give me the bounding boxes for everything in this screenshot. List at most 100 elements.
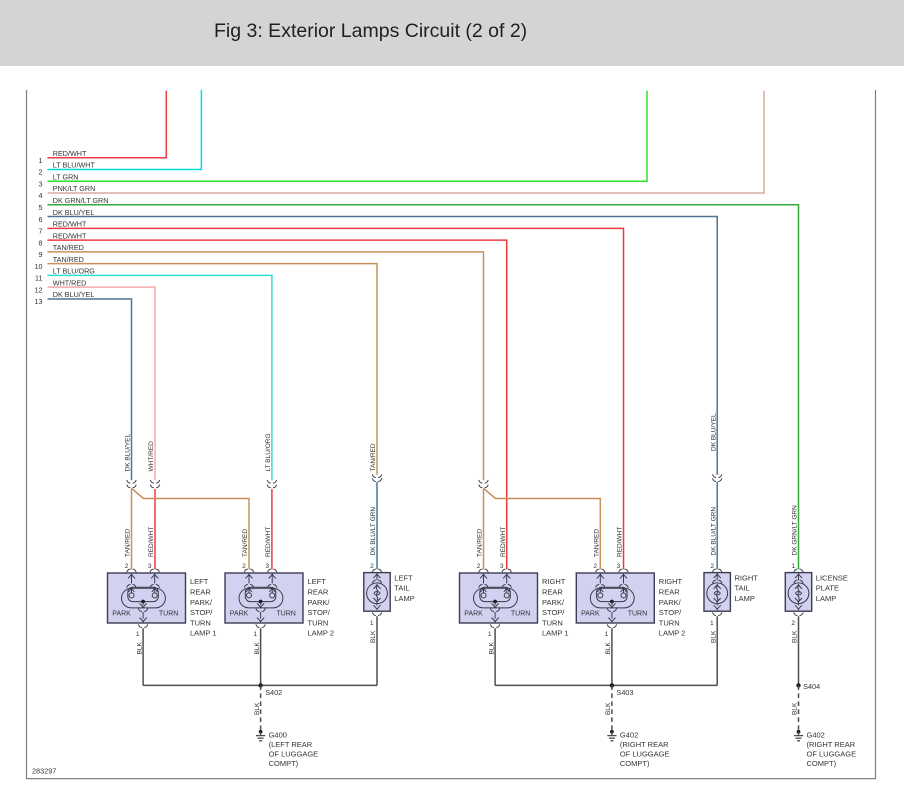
svg-text:RED/WHT: RED/WHT: [148, 527, 155, 557]
svg-text:BLK: BLK: [254, 702, 261, 715]
svg-text:PARK: PARK: [230, 611, 249, 618]
svg-text:1: 1: [253, 631, 257, 638]
svg-text:PARK/: PARK/: [542, 598, 565, 607]
svg-text:REAR: REAR: [542, 588, 563, 597]
svg-text:S403: S403: [617, 688, 634, 697]
svg-text:2: 2: [125, 563, 129, 570]
svg-text:TURN: TURN: [308, 618, 329, 627]
svg-text:TAN/RED: TAN/RED: [53, 255, 84, 264]
svg-text:LAMP 2: LAMP 2: [308, 629, 335, 638]
svg-text:2: 2: [477, 563, 481, 570]
svg-text:1: 1: [792, 563, 796, 570]
svg-text:BLK: BLK: [792, 702, 799, 715]
svg-text:LT BLU/WHT: LT BLU/WHT: [53, 161, 96, 170]
svg-text:LAMP 1: LAMP 1: [190, 629, 217, 638]
svg-text:2: 2: [242, 563, 246, 570]
svg-text:RIGHT: RIGHT: [542, 577, 566, 586]
svg-text:G402: G402: [807, 730, 825, 739]
svg-text:TAIL: TAIL: [735, 584, 750, 593]
svg-text:STOP/: STOP/: [659, 608, 682, 617]
svg-text:RED/WHT: RED/WHT: [617, 527, 624, 557]
svg-text:8: 8: [39, 238, 43, 247]
svg-text:DK GRN/LT GRN: DK GRN/LT GRN: [53, 196, 109, 205]
svg-text:LEFT: LEFT: [394, 573, 413, 582]
svg-text:BLK: BLK: [792, 630, 799, 643]
svg-text:BLK: BLK: [136, 642, 143, 655]
svg-text:1: 1: [39, 156, 43, 165]
svg-text:TURN: TURN: [190, 618, 211, 627]
svg-text:PARK/: PARK/: [190, 598, 213, 607]
svg-text:3: 3: [39, 179, 43, 188]
svg-text:BLK: BLK: [605, 642, 612, 655]
svg-text:WHT/RED: WHT/RED: [148, 441, 155, 472]
svg-text:COMPT): COMPT): [807, 759, 837, 768]
svg-text:LAMP 1: LAMP 1: [542, 629, 569, 638]
svg-text:RIGHT: RIGHT: [659, 577, 683, 586]
svg-text:3: 3: [617, 563, 621, 570]
svg-text:BLK: BLK: [710, 630, 717, 643]
svg-text:DK GRN/LT GRN: DK GRN/LT GRN: [792, 505, 799, 556]
svg-text:LT BLU/ORG: LT BLU/ORG: [265, 433, 272, 471]
svg-text:(RIGHT REAR: (RIGHT REAR: [807, 740, 856, 749]
svg-text:PARK: PARK: [581, 611, 600, 618]
svg-text:11: 11: [35, 274, 42, 283]
svg-text:STOP/: STOP/: [308, 608, 331, 617]
svg-text:1: 1: [136, 631, 140, 638]
svg-text:TURN: TURN: [659, 618, 680, 627]
svg-text:TURN: TURN: [628, 611, 647, 618]
svg-text:BLK: BLK: [254, 642, 261, 655]
svg-text:12: 12: [35, 285, 43, 294]
svg-text:PNK/LT GRN: PNK/LT GRN: [53, 184, 95, 193]
svg-text:2: 2: [370, 563, 374, 570]
svg-text:RED/WHT: RED/WHT: [53, 231, 87, 240]
svg-text:REAR: REAR: [659, 588, 680, 597]
svg-text:OF LUGGAGE: OF LUGGAGE: [620, 750, 670, 759]
svg-text:DK BLU/YEL: DK BLU/YEL: [710, 413, 717, 451]
svg-text:RED/WHT: RED/WHT: [53, 149, 87, 158]
svg-text:TAN/RED: TAN/RED: [477, 529, 484, 557]
svg-text:TAN/RED: TAN/RED: [125, 529, 132, 557]
svg-text:LT BLU/ORG: LT BLU/ORG: [53, 267, 95, 276]
svg-text:S402: S402: [265, 688, 282, 697]
svg-text:(LEFT REAR: (LEFT REAR: [269, 740, 313, 749]
svg-text:DK BLU/LT GRN: DK BLU/LT GRN: [710, 507, 717, 556]
svg-text:PARK/: PARK/: [308, 598, 331, 607]
svg-text:DK BLU/LT GRN: DK BLU/LT GRN: [370, 507, 377, 556]
svg-text:TURN: TURN: [276, 611, 295, 618]
svg-text:STOP/: STOP/: [542, 608, 565, 617]
svg-text:BLK: BLK: [605, 702, 612, 715]
svg-text:BLK: BLK: [488, 642, 495, 655]
svg-text:LEFT: LEFT: [308, 577, 327, 586]
svg-text:OF LUGGAGE: OF LUGGAGE: [807, 750, 857, 759]
svg-text:G400: G400: [269, 730, 287, 739]
svg-text:G402: G402: [620, 730, 638, 739]
svg-text:6: 6: [39, 215, 43, 224]
svg-text:TAN/RED: TAN/RED: [242, 529, 249, 557]
svg-text:1: 1: [370, 620, 374, 627]
svg-text:PLATE: PLATE: [816, 584, 839, 593]
svg-text:PARK: PARK: [112, 611, 131, 618]
svg-text:S404: S404: [803, 682, 820, 691]
svg-text:2: 2: [791, 620, 795, 627]
svg-text:5: 5: [39, 203, 43, 212]
svg-text:RED/WHT: RED/WHT: [53, 220, 87, 229]
svg-text:LICENSE: LICENSE: [816, 573, 848, 582]
svg-text:TAN/RED: TAN/RED: [53, 243, 84, 252]
svg-text:3: 3: [265, 563, 269, 570]
svg-text:RIGHT: RIGHT: [735, 573, 759, 582]
svg-text:LAMP: LAMP: [394, 594, 414, 603]
svg-text:9: 9: [39, 250, 43, 259]
svg-text:OF LUGGAGE: OF LUGGAGE: [269, 750, 319, 759]
svg-text:283297: 283297: [32, 767, 56, 776]
svg-text:PARK/: PARK/: [659, 598, 682, 607]
svg-text:2: 2: [593, 563, 597, 570]
svg-text:RED/WHT: RED/WHT: [265, 527, 272, 557]
svg-text:LAMP: LAMP: [816, 594, 836, 603]
svg-text:(RIGHT REAR: (RIGHT REAR: [620, 740, 669, 749]
svg-text:10: 10: [35, 262, 43, 271]
svg-text:COMPT): COMPT): [269, 759, 299, 768]
svg-text:COMPT): COMPT): [620, 759, 650, 768]
svg-text:3: 3: [500, 563, 504, 570]
svg-text:7: 7: [39, 227, 43, 236]
svg-text:TAN/RED: TAN/RED: [594, 529, 601, 557]
